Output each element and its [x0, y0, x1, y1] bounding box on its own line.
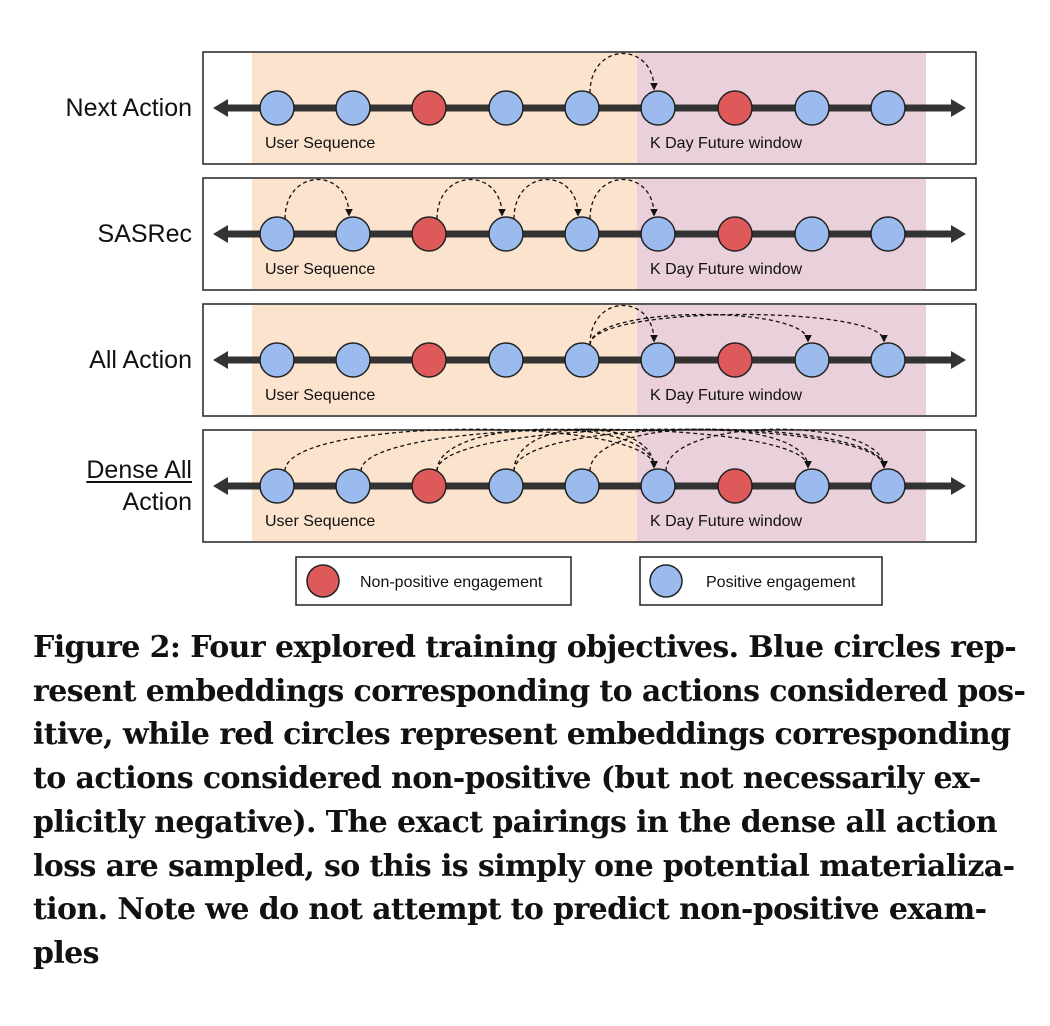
- prediction-arc: [589, 52, 658, 94]
- timeline-left-arrowhead: [213, 225, 228, 243]
- non-positive-engagement-node: [717, 468, 753, 504]
- positive-engagement-node: [794, 342, 830, 378]
- positive-engagement-node: [640, 468, 676, 504]
- positive-engagement-node: [488, 468, 524, 504]
- positive-engagement-node: [259, 342, 295, 378]
- row-label-dense-all-line2: Action: [122, 488, 192, 516]
- caption-line-5: plicitly negative). The exact pairings i…: [33, 804, 998, 840]
- positive-engagement-node: [259, 216, 295, 252]
- positive-engagement-node: [640, 216, 676, 252]
- prediction-arc: [360, 428, 812, 472]
- legend-positive-swatch: [649, 564, 683, 598]
- positive-engagement-node: [564, 216, 600, 252]
- positive-engagement-node: [564, 90, 600, 126]
- future-window-label: K Day Future window: [650, 387, 803, 404]
- timeline-left-arrowhead: [213, 351, 228, 369]
- positive-engagement-node: [488, 342, 524, 378]
- prediction-arc: [436, 428, 658, 472]
- future-window-label: K Day Future window: [650, 261, 803, 278]
- positive-engagement-node: [640, 90, 676, 126]
- objective-row-3: User Sequence K Day Future window: [202, 303, 977, 417]
- row-label-all-action: All Action: [89, 346, 192, 374]
- non-positive-engagement-node: [411, 90, 447, 126]
- prediction-arc: [436, 178, 506, 220]
- caption-line-3: itive, while red circles represent embed…: [33, 717, 1011, 753]
- positive-engagement-node: [564, 468, 600, 504]
- prediction-arc: [589, 428, 812, 472]
- prediction-arc: [589, 313, 888, 346]
- positive-engagement-node: [640, 342, 676, 378]
- user-sequence-label: User Sequence: [265, 513, 375, 530]
- prediction-arc: [513, 178, 582, 220]
- non-positive-engagement-node: [411, 468, 447, 504]
- timeline-right-arrowhead: [951, 99, 966, 117]
- prediction-arc: [589, 313, 812, 346]
- user-sequence-label: User Sequence: [265, 261, 375, 278]
- row-label-next-action: Next Action: [65, 94, 192, 122]
- positive-engagement-node: [870, 216, 906, 252]
- future-window-label: K Day Future window: [650, 513, 803, 530]
- positive-engagement-node: [259, 468, 295, 504]
- non-positive-engagement-node: [411, 216, 447, 252]
- legend-non-positive-swatch: [306, 564, 340, 598]
- caption-line-8: ples: [33, 935, 100, 971]
- caption-line-1: Figure 2: Four explored training objecti…: [33, 630, 1017, 665]
- objective-row-2: User Sequence K Day Future window: [202, 177, 977, 291]
- positive-engagement-node: [335, 342, 371, 378]
- positive-engagement-node: [488, 216, 524, 252]
- timeline-left-arrowhead: [213, 477, 228, 495]
- caption-line-2: resent embeddings corresponding to actio…: [33, 673, 1026, 709]
- legend-non-positive-box: [295, 556, 572, 606]
- objective-row-4: User Sequence K Day Future window: [202, 428, 977, 543]
- user-sequence-label: User Sequence: [265, 135, 375, 152]
- non-positive-engagement-node: [717, 342, 753, 378]
- future-window-label: K Day Future window: [650, 135, 803, 152]
- positive-engagement-node: [870, 468, 906, 504]
- positive-engagement-node: [794, 468, 830, 504]
- non-positive-engagement-node: [717, 90, 753, 126]
- positive-engagement-node: [870, 90, 906, 126]
- positive-engagement-node: [335, 216, 371, 252]
- figure-caption: Figure 2: Four explored training objecti…: [33, 626, 1026, 976]
- prediction-arc: [665, 428, 888, 472]
- prediction-arc: [284, 178, 353, 220]
- row-label-sasrec: SASRec: [97, 220, 192, 248]
- caption-line-4: to actions considered non-positive (but …: [33, 761, 981, 797]
- positive-engagement-node: [870, 342, 906, 378]
- non-positive-engagement-node: [717, 216, 753, 252]
- positive-engagement-node: [335, 468, 371, 504]
- positive-engagement-node: [259, 90, 295, 126]
- prediction-arc: [589, 178, 658, 220]
- row-label-dense-all-line1: Dense All: [86, 456, 192, 484]
- positive-engagement-node: [564, 342, 600, 378]
- prediction-arc: [436, 428, 888, 472]
- legend-positive-label: Positive engagement: [706, 574, 856, 591]
- timeline-right-arrowhead: [951, 351, 966, 369]
- timeline-right-arrowhead: [951, 225, 966, 243]
- positive-engagement-node: [794, 216, 830, 252]
- prediction-arc: [589, 304, 658, 346]
- prediction-arc: [513, 428, 888, 472]
- timeline-left-arrowhead: [213, 99, 228, 117]
- positive-engagement-node: [335, 90, 371, 126]
- positive-engagement-node: [794, 90, 830, 126]
- timeline-right-arrowhead: [951, 477, 966, 495]
- row-label-dense-all-action: Dense All Action: [86, 454, 192, 518]
- legend-non-positive-label: Non-positive engagement: [360, 574, 543, 591]
- user-sequence-label: User Sequence: [265, 387, 375, 404]
- non-positive-engagement-node: [411, 342, 447, 378]
- prediction-arc: [284, 428, 658, 472]
- positive-engagement-node: [488, 90, 524, 126]
- caption-line-6: loss are sampled, so this is simply one …: [33, 848, 1015, 884]
- objective-row-1: User Sequence K Day Future window: [202, 51, 977, 165]
- caption-line-7: tion. Note we do not attempt to predict …: [33, 892, 987, 928]
